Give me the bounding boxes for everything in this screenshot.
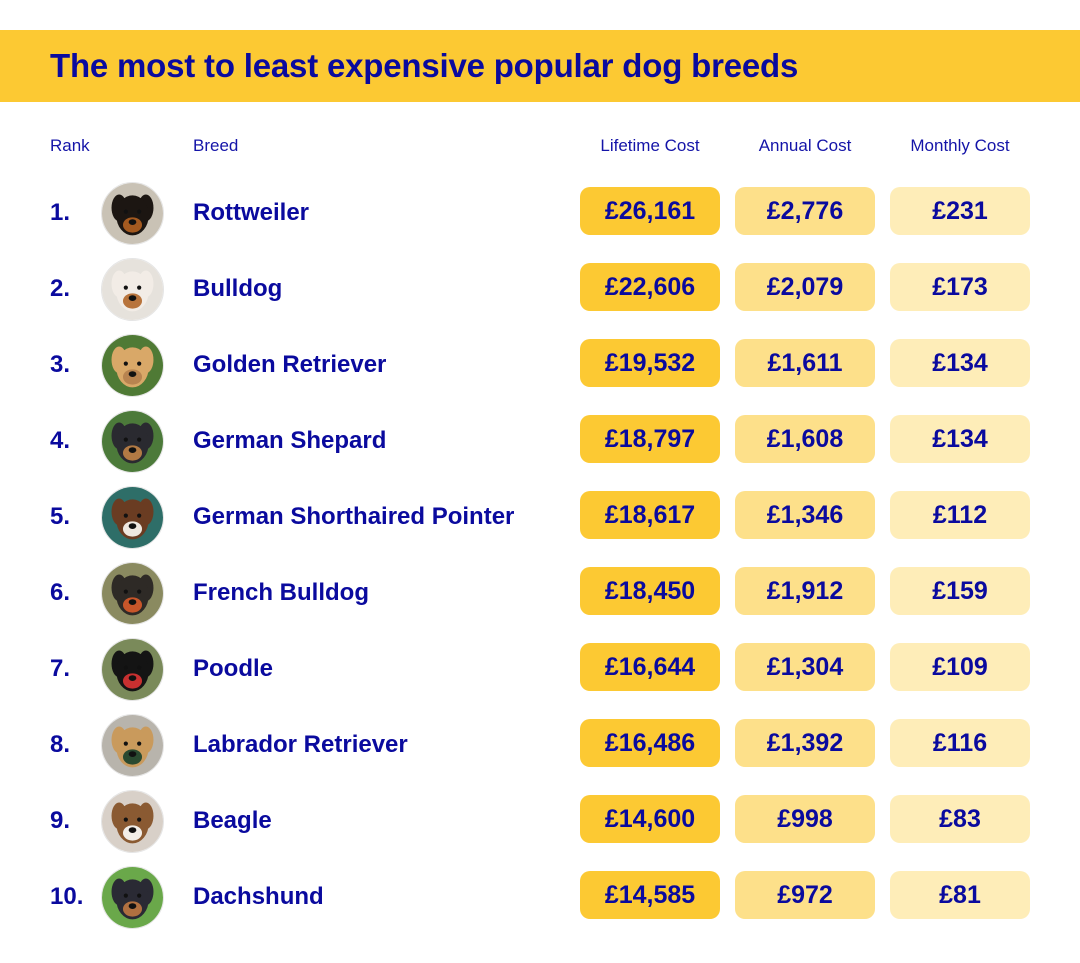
- dog-photo-avatar: [101, 790, 164, 853]
- annual-cost-cell: £1,304: [735, 643, 875, 691]
- dog-photo-avatar: [101, 410, 164, 473]
- dog-photo-avatar: [101, 562, 164, 625]
- breed-name: Bulldog: [193, 275, 283, 302]
- column-header-breed: Breed: [193, 136, 239, 155]
- monthly-cost-cell: £173: [890, 263, 1030, 311]
- column-header-annual-cost: Annual Cost: [758, 136, 852, 155]
- monthly-cost-cell: £116: [890, 719, 1030, 767]
- annual-cost-cell: £1,611: [735, 339, 875, 387]
- dog-photo-avatar: [101, 258, 164, 321]
- dog-photo-avatar: [101, 334, 164, 397]
- lifetime-cost-cell: £16,486: [580, 719, 720, 767]
- page-title: The most to least expensive popular dog …: [50, 47, 799, 84]
- annual-cost-cell: £2,079: [735, 263, 875, 311]
- table-row: 6. French Bulldog £18,450 £1,912 £159: [0, 562, 1080, 638]
- monthly-cost-cell: £134: [890, 339, 1030, 387]
- breed-table: 1. Rottweiler £26,161 £2,776 £231 2.: [0, 182, 1080, 942]
- table-row: 5. German Shorthaired Pointer £18,617 £1…: [0, 486, 1080, 562]
- annual-cost-cell: £972: [735, 871, 875, 919]
- dog-face-icon: [102, 715, 163, 776]
- dog-face-icon: [102, 867, 163, 928]
- monthly-cost-cell: £112: [890, 491, 1030, 539]
- rank-number: 7.: [50, 655, 71, 682]
- dog-face-icon: [102, 563, 163, 624]
- table-row: 2. Bulldog £22,606 £2,079 £173: [0, 258, 1080, 334]
- dog-face-icon: [102, 259, 163, 320]
- table-row: 9. Beagle £14,600 £998 £83: [0, 790, 1080, 866]
- monthly-cost-cell: £231: [890, 187, 1030, 235]
- dog-photo-avatar: [101, 866, 164, 929]
- rank-number: 4.: [50, 427, 71, 454]
- dog-photo-avatar: [101, 486, 164, 549]
- column-header-lifetime-cost: Lifetime Cost: [600, 136, 700, 155]
- dog-photo-avatar: [101, 638, 164, 701]
- annual-cost-cell: £998: [735, 795, 875, 843]
- column-header-monthly-cost: Monthly Cost: [910, 136, 1010, 155]
- lifetime-cost-cell: £18,617: [580, 491, 720, 539]
- breed-name: German Shepard: [193, 427, 387, 454]
- column-header-rank: Rank: [50, 136, 90, 155]
- monthly-cost-cell: £83: [890, 795, 1030, 843]
- breed-name: Golden Retriever: [193, 351, 387, 378]
- breed-name: French Bulldog: [193, 579, 369, 606]
- table-row: 7. Poodle £16,644 £1,304 £109: [0, 638, 1080, 714]
- monthly-cost-cell: £134: [890, 415, 1030, 463]
- dog-photo-avatar: [101, 182, 164, 245]
- lifetime-cost-cell: £16,644: [580, 643, 720, 691]
- table-row: 4. German Shepard £18,797 £1,608 £134: [0, 410, 1080, 486]
- rank-number: 2.: [50, 275, 71, 302]
- lifetime-cost-cell: £22,606: [580, 263, 720, 311]
- rank-number: 6.: [50, 579, 71, 606]
- dog-photo-avatar: [101, 714, 164, 777]
- dog-face-icon: [102, 335, 163, 396]
- breed-name: Beagle: [193, 807, 272, 834]
- table-row: 10. Dachshund £14,585 £972 £81: [0, 866, 1080, 942]
- dog-face-icon: [102, 791, 163, 852]
- rank-number: 3.: [50, 351, 71, 378]
- lifetime-cost-cell: £19,532: [580, 339, 720, 387]
- annual-cost-cell: £1,912: [735, 567, 875, 615]
- breed-name: Poodle: [193, 655, 274, 682]
- dog-face-icon: [102, 639, 163, 700]
- annual-cost-cell: £1,346: [735, 491, 875, 539]
- breed-name: German Shorthaired Pointer: [193, 503, 515, 530]
- dog-face-icon: [102, 487, 163, 548]
- rank-number: 10.: [50, 883, 84, 910]
- dog-face-icon: [102, 411, 163, 472]
- table-row: 3. Golden Retriever £19,532 £1,611 £134: [0, 334, 1080, 410]
- rank-number: 9.: [50, 807, 71, 834]
- annual-cost-cell: £2,776: [735, 187, 875, 235]
- lifetime-cost-cell: £14,600: [580, 795, 720, 843]
- breed-name: Rottweiler: [193, 199, 310, 226]
- lifetime-cost-cell: £18,797: [580, 415, 720, 463]
- monthly-cost-cell: £109: [890, 643, 1030, 691]
- dog-face-icon: [102, 183, 163, 244]
- breed-name: Dachshund: [193, 883, 324, 910]
- monthly-cost-cell: £81: [890, 871, 1030, 919]
- lifetime-cost-cell: £14,585: [580, 871, 720, 919]
- rank-number: 1.: [50, 199, 71, 226]
- rank-number: 5.: [50, 503, 71, 530]
- annual-cost-cell: £1,392: [735, 719, 875, 767]
- title-bar: The most to least expensive popular dog …: [0, 30, 1080, 102]
- rank-number: 8.: [50, 731, 71, 758]
- monthly-cost-cell: £159: [890, 567, 1030, 615]
- breed-name: Labrador Retriever: [193, 731, 408, 758]
- lifetime-cost-cell: £18,450: [580, 567, 720, 615]
- annual-cost-cell: £1,608: [735, 415, 875, 463]
- table-row: 8. Labrador Retriever £16,486 £1,392 £11…: [0, 714, 1080, 790]
- lifetime-cost-cell: £26,161: [580, 187, 720, 235]
- table-row: 1. Rottweiler £26,161 £2,776 £231: [0, 182, 1080, 258]
